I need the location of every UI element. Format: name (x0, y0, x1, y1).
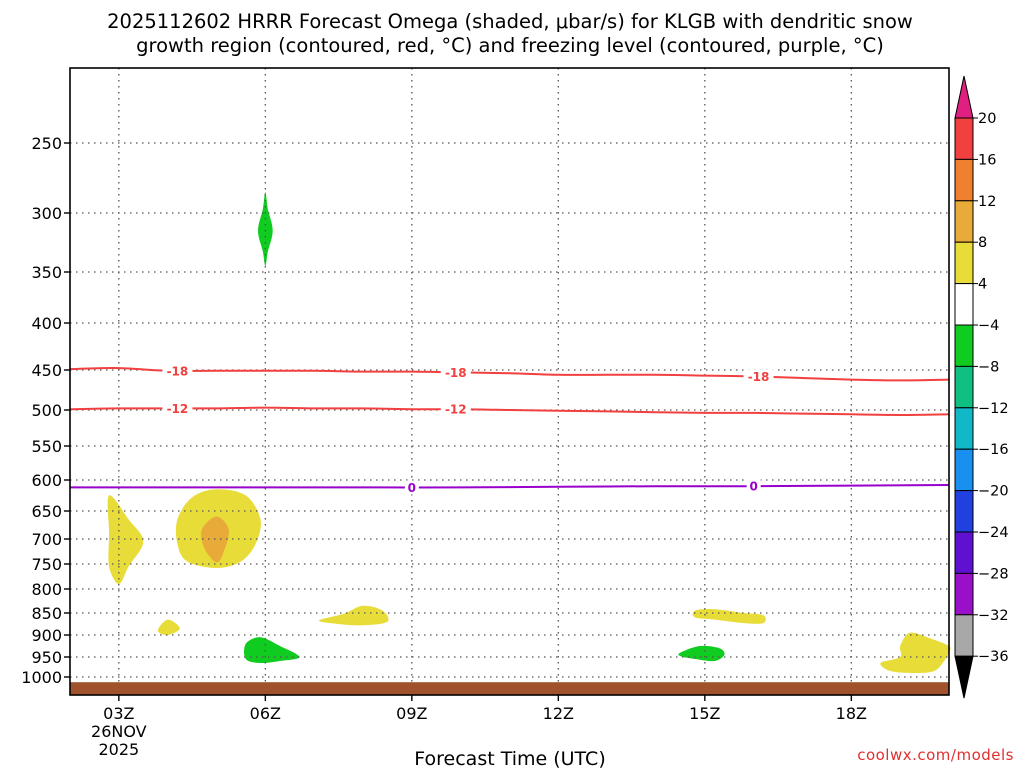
contour-line-0 (69, 367, 950, 382)
colorbar-swatch (954, 572, 974, 616)
colorbar-bottom-arrow (954, 655, 974, 699)
y-tick-label: 550 (31, 437, 62, 456)
contour-label: 0 (408, 481, 416, 495)
grid-lines (70, 68, 949, 695)
y-tick-label: 250 (31, 134, 62, 153)
colorbar-label: −12 (978, 401, 1009, 417)
colorbar-label: −28 (978, 566, 1009, 582)
contour-label-bg (162, 401, 193, 416)
y-tick-label: 1000 (21, 668, 62, 687)
y-tick-label: 350 (31, 263, 62, 282)
plot-frame (69, 67, 950, 696)
colorbar-top-arrow (954, 75, 974, 119)
colorbar-swatch (954, 448, 974, 492)
watermark: coolwx.com/models (857, 746, 1014, 764)
x-tick-label: 09Z (396, 704, 427, 723)
colorbar-swatch (954, 200, 974, 243)
contour-label-bg (746, 479, 761, 494)
y-tick-label: 750 (31, 555, 62, 574)
y-tick-label: 850 (31, 604, 62, 623)
contour-label-bg (743, 369, 774, 384)
contour-label: -18 (748, 370, 770, 384)
contour-label-bg (404, 480, 419, 495)
terrain-fill (70, 682, 949, 695)
x-tick-label: 12Z (543, 704, 574, 723)
colorbar-swatch (954, 365, 974, 409)
x-axis-label: Forecast Time (UTC) (414, 748, 605, 768)
x-tick-date: 26NOV (91, 722, 147, 741)
contour-label: -18 (167, 364, 189, 378)
omega-area-5 (692, 609, 766, 624)
x-tick-label: 18Z (836, 704, 867, 723)
contour-label: 0 (749, 480, 757, 494)
y-tick-label: 950 (31, 648, 62, 667)
colorbar-label: −20 (978, 484, 1009, 500)
omega-area-7 (258, 192, 273, 267)
contour-line-1 (69, 406, 950, 417)
colorbar-swatch (954, 241, 974, 285)
colorbar-swatch (954, 283, 974, 326)
colorbar-label: 12 (978, 194, 996, 210)
chart-title-line-1: 2025112602 HRRR Forecast Omega (shaded, … (107, 10, 913, 33)
x-tick-label: 03Z (103, 704, 134, 723)
contour-label: -18 (445, 366, 467, 380)
contour-line-2 (70, 484, 950, 489)
omega-colorbar: 20 16 12 8 4 −4 −8 −12 −16 −20 −24 −28 −32 −36 (954, 75, 1009, 699)
colorbar-swatch (954, 324, 974, 367)
colorbar-label: −36 (978, 649, 1009, 665)
colorbar-swatch (954, 614, 974, 657)
colorbar-label: 20 (978, 111, 996, 127)
y-tick-label: 400 (31, 314, 62, 333)
colorbar-label: −32 (978, 608, 1009, 624)
y-tick-label: 800 (31, 580, 62, 599)
colorbar-label: 16 (978, 152, 996, 168)
y-tick-label: 700 (31, 530, 62, 549)
colorbar-label: −4 (978, 318, 999, 334)
x-tick-label: 06Z (250, 704, 281, 723)
plot-area (107, 192, 951, 673)
y-tick-label: 600 (31, 471, 62, 490)
colorbar-label: 4 (978, 277, 987, 293)
colorbar-label: 8 (978, 235, 987, 251)
colorbar-label: −16 (978, 442, 1009, 458)
omega-area-6 (880, 632, 951, 673)
y-tick-label: 650 (31, 502, 62, 521)
terrain-surface (70, 682, 949, 695)
x-tick-year: 2025 (98, 740, 139, 759)
omega-area-4 (318, 605, 389, 626)
colorbar-swatch (954, 531, 974, 574)
omega-area-3 (157, 619, 180, 636)
contour-label-bg (162, 363, 193, 378)
temperature-contours: -18 -18 -18 -12 -12 0 0 (69, 363, 950, 495)
colorbar-swatch (954, 158, 974, 202)
colorbar-swatch (954, 117, 974, 160)
contour-label-bg (440, 365, 471, 380)
contour-label: -12 (167, 402, 189, 416)
colorbar-label: −8 (978, 359, 999, 375)
colorbar-swatch (954, 407, 974, 450)
y-tick-label: 300 (31, 204, 62, 223)
y-axis-ticks: 250 300 350 400 450 500 550 600 650 700 750 800 850 9… (21, 134, 70, 687)
chart-title-line-2: growth region (contoured, red, °C) and f… (136, 34, 884, 57)
y-tick-label: 450 (31, 361, 62, 380)
colorbar-label: −24 (978, 525, 1009, 541)
omega-area-0 (107, 495, 144, 584)
omega-area-9 (678, 645, 725, 662)
colorbar-swatch (954, 490, 974, 533)
contour-label: -12 (445, 403, 467, 417)
omega-area-8 (244, 637, 300, 664)
x-tick-label: 15Z (689, 704, 720, 723)
contour-label-bg (440, 402, 471, 417)
y-tick-label: 900 (31, 626, 62, 645)
y-tick-label: 500 (31, 401, 62, 420)
